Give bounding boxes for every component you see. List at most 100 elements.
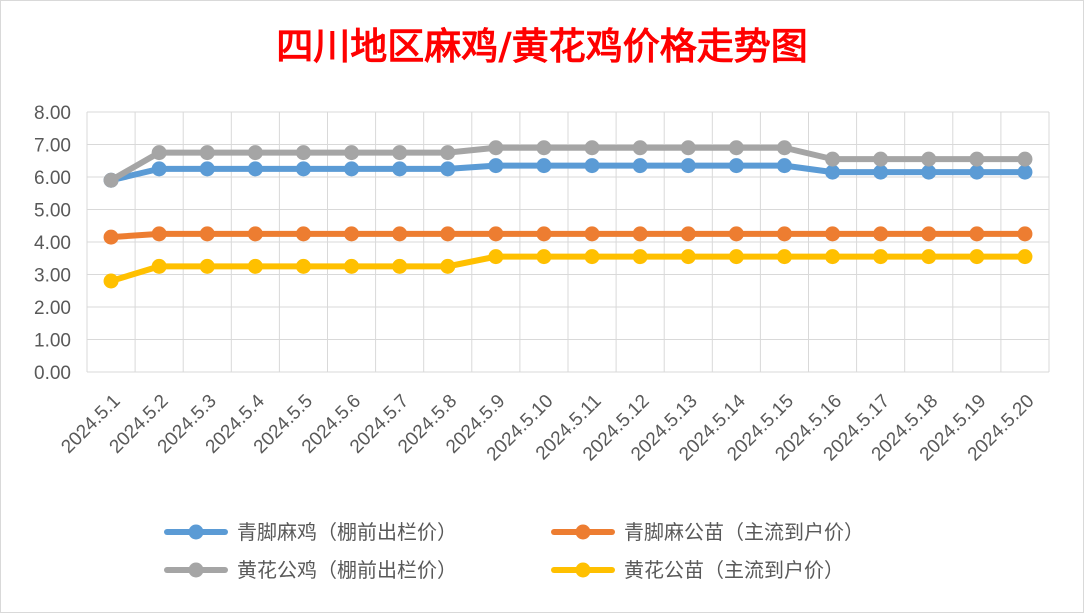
data-point [295,161,311,177]
data-point [632,226,648,242]
y-tick-label: 2.00 [34,298,71,319]
y-tick-label: 7.00 [34,136,71,157]
data-point [680,226,696,242]
data-point [728,226,744,242]
data-point [151,258,167,274]
data-point [632,158,648,174]
data-point [103,229,119,245]
data-point [344,161,360,177]
data-point [1017,226,1033,242]
chart-title: 四川地区麻鸡/黄花鸡价格走势图 [276,24,808,68]
series-4 [103,249,1033,289]
data-point [103,273,119,289]
data-point [199,258,215,274]
data-point [536,158,552,174]
data-point [392,145,408,161]
data-point [680,249,696,265]
x-axis-ticks: 2024.5.12024.5.22024.5.32024.5.42024.5.5… [57,390,1038,465]
legend-marker [575,562,591,578]
data-point [247,145,263,161]
legend-item: 黄花公苗（主流到户价） [551,558,844,582]
data-point [295,226,311,242]
data-point [440,161,456,177]
series-line [108,230,1028,241]
legend-item: 青脚麻鸡（棚前出栏价） [164,520,457,544]
y-tick-label: 6.00 [34,168,71,189]
data-point [825,164,841,180]
data-point [921,151,937,167]
data-point [344,145,360,161]
data-point [392,226,408,242]
legend: 青脚麻鸡（棚前出栏价） 青脚麻公苗（主流到户价） 黄花公鸡（棚前出栏价） 黄花公苗（主… [164,520,864,582]
data-point [488,158,504,174]
data-point [873,249,889,265]
legend-label: 黄花公苗（主流到户价） [624,558,844,582]
data-point [584,226,600,242]
legend-marker [188,524,204,540]
series-line [108,162,1028,184]
data-point [103,172,119,188]
data-point [247,161,263,177]
series-3 [103,140,1033,188]
data-point [921,164,937,180]
data-point [584,249,600,265]
legend-marker [188,562,204,578]
data-point [584,158,600,174]
series-1 [103,158,1033,188]
data-point [199,145,215,161]
data-point [247,258,263,274]
data-point [825,226,841,242]
data-point [825,249,841,265]
data-point [728,140,744,156]
data-point [776,158,792,174]
data-point [873,226,889,242]
data-point [825,151,841,167]
y-tick-label: 4.00 [34,233,71,254]
y-tick-label: 3.00 [34,266,71,287]
data-point [392,161,408,177]
data-point [584,140,600,156]
data-point [632,140,648,156]
data-point [199,161,215,177]
y-tick-label: 8.00 [34,103,71,124]
data-point [151,145,167,161]
legend-label: 青脚麻鸡（棚前出栏价） [237,520,457,544]
legend-item: 黄花公鸡（棚前出栏价） [164,558,457,582]
data-point [1017,249,1033,265]
data-point [440,145,456,161]
data-point [969,151,985,167]
data-point [728,158,744,174]
data-point [440,226,456,242]
y-axis-ticks: 0.00 1.00 2.00 3.00 4.00 5.00 6.00 7.00 8.00 [34,103,71,384]
data-point [295,258,311,274]
data-point [199,226,215,242]
data-point [440,258,456,274]
data-point [873,164,889,180]
data-point [776,226,792,242]
data-point [295,145,311,161]
data-point [921,226,937,242]
data-point [392,258,408,274]
data-point [151,161,167,177]
data-point [488,226,504,242]
legend-item: 青脚麻公苗（主流到户价） [551,520,864,544]
data-point [728,249,744,265]
y-tick-label: 0.00 [34,363,71,384]
data-point [776,249,792,265]
data-point [969,226,985,242]
data-point [151,226,167,242]
data-point [632,249,648,265]
legend-marker [575,524,591,540]
data-point [873,151,889,167]
data-point [680,158,696,174]
data-point [921,249,937,265]
data-point [488,249,504,265]
data-point [776,140,792,156]
series-2 [103,226,1033,245]
data-point [488,140,504,156]
data-point [969,249,985,265]
data-point [1017,164,1033,180]
series-line [108,253,1028,284]
series-line [108,144,1028,184]
